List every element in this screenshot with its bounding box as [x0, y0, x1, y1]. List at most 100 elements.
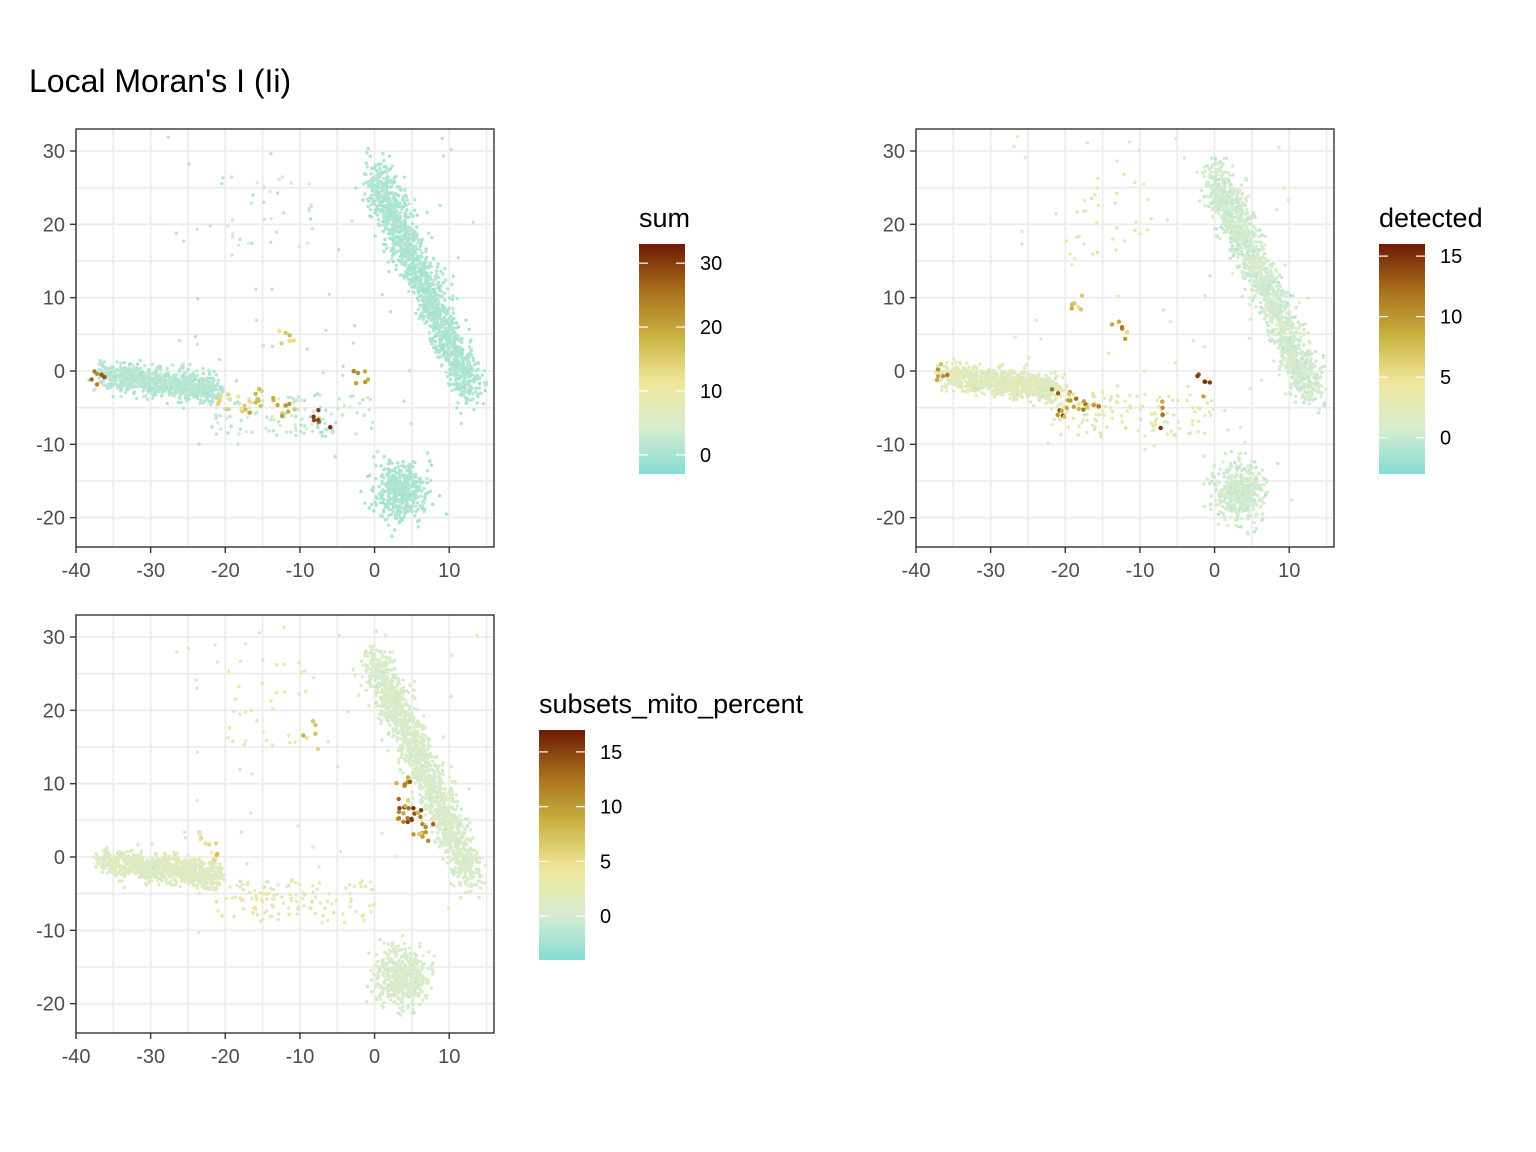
data-point	[305, 427, 309, 431]
data-point	[399, 489, 403, 493]
data-point	[310, 422, 314, 427]
data-point	[392, 486, 396, 490]
data-point	[418, 268, 423, 272]
data-point	[389, 191, 393, 195]
data-point	[167, 393, 172, 397]
data-point	[1307, 376, 1311, 381]
data-point	[375, 204, 379, 209]
data-point	[379, 173, 383, 177]
data-point	[1247, 253, 1251, 258]
data-point	[1228, 208, 1232, 212]
data-point	[225, 416, 229, 420]
data-point	[397, 498, 402, 503]
data-point	[1220, 162, 1225, 167]
data-point	[138, 358, 142, 362]
data-point	[407, 240, 411, 244]
data-point	[369, 172, 373, 176]
data-point	[387, 458, 391, 462]
data-point	[430, 502, 435, 507]
data-point	[1317, 367, 1322, 371]
data-point	[456, 401, 460, 405]
data-point	[321, 370, 325, 375]
data-point	[380, 482, 385, 486]
data-point	[373, 166, 377, 170]
data-point	[1283, 263, 1287, 267]
data-point	[449, 377, 453, 382]
data-point	[421, 308, 426, 312]
data-point	[1248, 265, 1253, 270]
data-point	[390, 216, 394, 220]
data-point	[428, 489, 433, 493]
data-point	[426, 313, 431, 318]
data-point	[93, 387, 97, 391]
data-point	[165, 366, 169, 371]
data-point	[1235, 205, 1239, 209]
data-point	[402, 201, 407, 205]
data-point	[471, 392, 475, 396]
data-point	[1320, 370, 1324, 375]
data-point	[194, 394, 199, 398]
data-point	[422, 270, 426, 274]
data-point	[421, 299, 425, 303]
data-point	[320, 430, 324, 434]
data-point	[230, 218, 235, 222]
data-point	[381, 229, 385, 234]
data-point	[416, 286, 420, 291]
data-point	[197, 390, 201, 394]
data-point	[982, 392, 987, 396]
data-point	[1247, 296, 1252, 300]
data-point	[388, 480, 392, 484]
data-point	[280, 175, 285, 179]
data-point	[451, 274, 455, 278]
data-point	[389, 249, 393, 253]
data-point	[447, 323, 451, 327]
data-point	[149, 390, 153, 395]
data-point	[1244, 244, 1249, 249]
data-point	[396, 493, 400, 497]
data-point	[467, 345, 472, 349]
data-point	[1284, 320, 1288, 325]
data-point	[431, 346, 436, 350]
data-point	[1225, 193, 1229, 197]
data-point	[469, 385, 473, 389]
data-point	[246, 241, 251, 246]
data-point	[170, 374, 175, 379]
data-point	[145, 397, 150, 402]
data-point	[471, 358, 476, 363]
data-point	[429, 282, 433, 286]
data-point	[171, 389, 175, 393]
data-point	[417, 518, 422, 523]
data-point	[407, 289, 411, 294]
data-point	[341, 364, 345, 369]
data-point	[1319, 394, 1323, 399]
data-point	[369, 193, 374, 197]
data-point	[219, 427, 223, 431]
data-point	[303, 424, 307, 428]
data-point	[336, 248, 341, 252]
data-point	[413, 495, 417, 499]
data-point	[407, 202, 411, 206]
data-point	[402, 198, 406, 202]
data-point	[1230, 198, 1235, 202]
data-point	[453, 373, 457, 377]
data-point	[237, 402, 242, 406]
data-point	[410, 480, 415, 485]
data-point	[379, 186, 383, 190]
data-point	[188, 382, 193, 386]
data-point	[1285, 301, 1289, 305]
hotspot-point	[286, 409, 291, 414]
data-point	[1226, 199, 1230, 204]
data-point	[110, 368, 115, 372]
data-point	[1275, 318, 1279, 322]
data-point	[381, 152, 385, 156]
data-point	[420, 251, 424, 255]
data-point	[396, 205, 401, 209]
data-point	[1272, 332, 1277, 336]
data-point	[375, 177, 379, 181]
data-point	[1212, 195, 1216, 200]
data-point	[1256, 247, 1260, 252]
data-point	[105, 384, 110, 388]
data-point	[481, 401, 485, 406]
data-point	[377, 200, 382, 205]
data-point	[418, 244, 422, 248]
